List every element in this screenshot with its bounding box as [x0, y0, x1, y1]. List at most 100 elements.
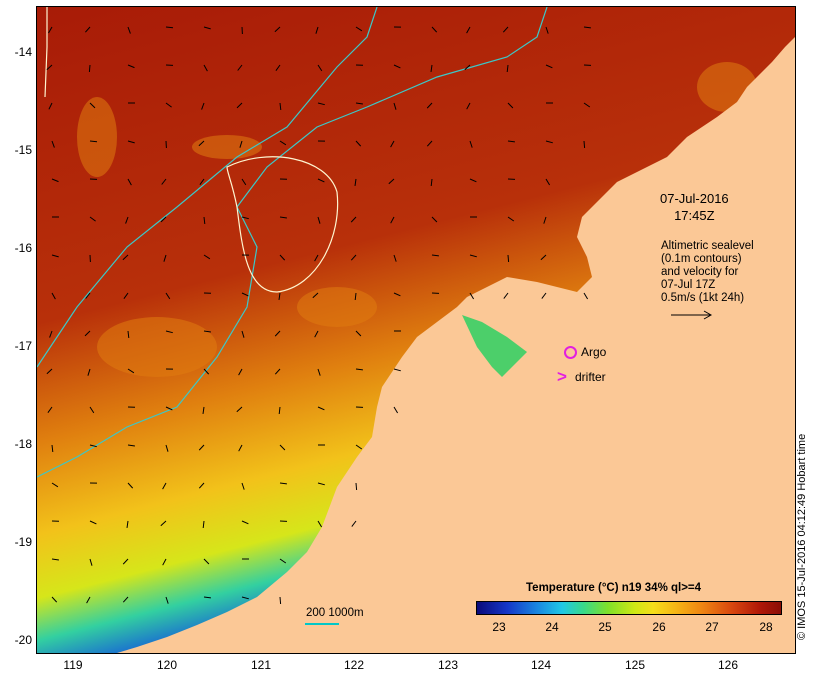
- velocity-arrow: [127, 64, 135, 69]
- velocity-arrow: [278, 292, 281, 300]
- date-text: 07-Jul-2016: [660, 191, 729, 206]
- velocity-arrow: [51, 558, 59, 561]
- sst-map-canvas: [37, 7, 795, 653]
- velocity-arrow: [355, 330, 362, 337]
- altimetry-line: 07-Jul 17Z: [661, 279, 716, 291]
- velocity-arrow: [127, 330, 130, 339]
- velocity-arrow: [161, 178, 167, 185]
- velocity-arrow: [122, 254, 129, 261]
- altimetry-legend: Altimetric sealevel (0.1m contours) and …: [661, 240, 754, 305]
- altimetry-line: Altimetric sealevel: [661, 240, 754, 252]
- velocity-arrow: [202, 406, 205, 414]
- colorbar-tick: 23: [492, 620, 506, 634]
- velocity-arrow: [48, 26, 53, 34]
- altimetry-line: and velocity for: [661, 266, 739, 278]
- lat-tick: -16: [14, 241, 32, 255]
- velocity-arrow: [241, 520, 249, 525]
- lon-tick: 124: [530, 658, 552, 672]
- velocity-arrow: [127, 140, 135, 144]
- velocity-arrow: [351, 520, 357, 527]
- velocity-arrow: [503, 292, 509, 299]
- velocity-arrow: [507, 254, 510, 263]
- velocity-arrow: [51, 178, 59, 183]
- velocity-arrow: [201, 102, 205, 110]
- velocity-arrow: [314, 330, 319, 338]
- velocity-arrow: [51, 254, 59, 258]
- copyright-footer: © IMOS 15-Jul-2016 04:12:49 Hobart time: [796, 433, 808, 640]
- lon-tick: 121: [250, 658, 272, 672]
- velocity-arrow: [241, 482, 245, 490]
- velocity-arrow: [241, 330, 245, 338]
- velocity-arrow: [165, 596, 169, 604]
- velocity-arrow: [46, 368, 53, 375]
- colorbar-tick: 25: [598, 620, 612, 634]
- velocity-arrow: [583, 292, 589, 300]
- land-mass: [117, 37, 795, 653]
- velocity-arrow: [165, 292, 171, 300]
- velocity-arrow: [355, 482, 358, 491]
- velocity-arrow: [198, 140, 205, 147]
- velocity-arrow: [89, 216, 96, 222]
- velocity-arrow: [506, 64, 509, 73]
- lon-tick: 126: [717, 658, 739, 672]
- velocity-arrow: [583, 26, 591, 29]
- lon-tick: 123: [437, 658, 459, 672]
- velocity-arrow: [89, 444, 97, 448]
- velocity-arrow: [317, 406, 325, 411]
- lat-tick: -17: [14, 339, 32, 353]
- lon-tick: 119: [63, 658, 83, 672]
- velocity-arrow: [203, 26, 211, 30]
- velocity-arrow: [274, 26, 281, 33]
- isobath-scale-label: 200 1000m: [306, 607, 364, 619]
- velocity-arrow: [199, 178, 205, 185]
- isobath-scale-line: [305, 623, 339, 625]
- velocity-arrow: [89, 140, 98, 143]
- velocity-arrow: [122, 558, 129, 565]
- velocity-arrow: [51, 292, 56, 300]
- isobath-line-west: [37, 7, 378, 368]
- velocity-arrow: [198, 444, 205, 451]
- velocity-arrow: [541, 292, 547, 299]
- velocity-arrow: [543, 216, 547, 224]
- lon-tick: 122: [343, 658, 365, 672]
- velocity-arrow: [545, 178, 551, 186]
- velocity-arrow: [469, 140, 473, 148]
- velocity-arrow: [507, 102, 514, 109]
- velocity-arrow: [238, 444, 243, 452]
- velocity-arrow: [46, 64, 53, 71]
- velocity-arrow: [123, 292, 129, 299]
- sealevel-contour-west: [44, 7, 48, 98]
- velocity-arrow: [545, 140, 553, 144]
- velocity-arrow: [165, 102, 172, 108]
- velocity-arrow: [507, 216, 515, 222]
- sealevel-contour: [226, 156, 339, 293]
- altimetry-line: (0.1m contours): [661, 253, 742, 265]
- drifter-label: drifter: [575, 370, 606, 384]
- velocity-arrow: [241, 292, 249, 297]
- sst-map-panel: [36, 6, 796, 654]
- velocity-arrow: [203, 596, 211, 599]
- velocity-arrow: [317, 178, 325, 183]
- velocity-arrow: [393, 64, 401, 69]
- lat-tick: -19: [14, 535, 32, 549]
- velocity-arrow: [236, 102, 243, 109]
- velocity-arrow: [127, 482, 134, 489]
- velocity-arrow: [464, 64, 471, 71]
- velocity-arrow: [49, 330, 53, 338]
- velocity-arrow: [127, 26, 131, 34]
- lon-tick: 120: [156, 658, 178, 672]
- velocity-arrow: [274, 330, 281, 337]
- velocity-arrow: [314, 254, 319, 262]
- velocity-arrow: [545, 64, 553, 69]
- velocity-arrow: [507, 140, 515, 143]
- velocity-arrow: [279, 254, 286, 261]
- velocity-arrow: [127, 178, 132, 186]
- colorbar-title: Temperature (°C) n19 34% ql>=4: [526, 582, 702, 594]
- velocity-arrow: [355, 368, 363, 371]
- velocity-arrow: [430, 64, 433, 72]
- velocity-arrow: [312, 292, 319, 299]
- velocity-arrow: [469, 178, 477, 183]
- velocity-arrow: [48, 102, 53, 110]
- velocity-arrow: [203, 368, 210, 375]
- velocity-arrow: [85, 292, 91, 299]
